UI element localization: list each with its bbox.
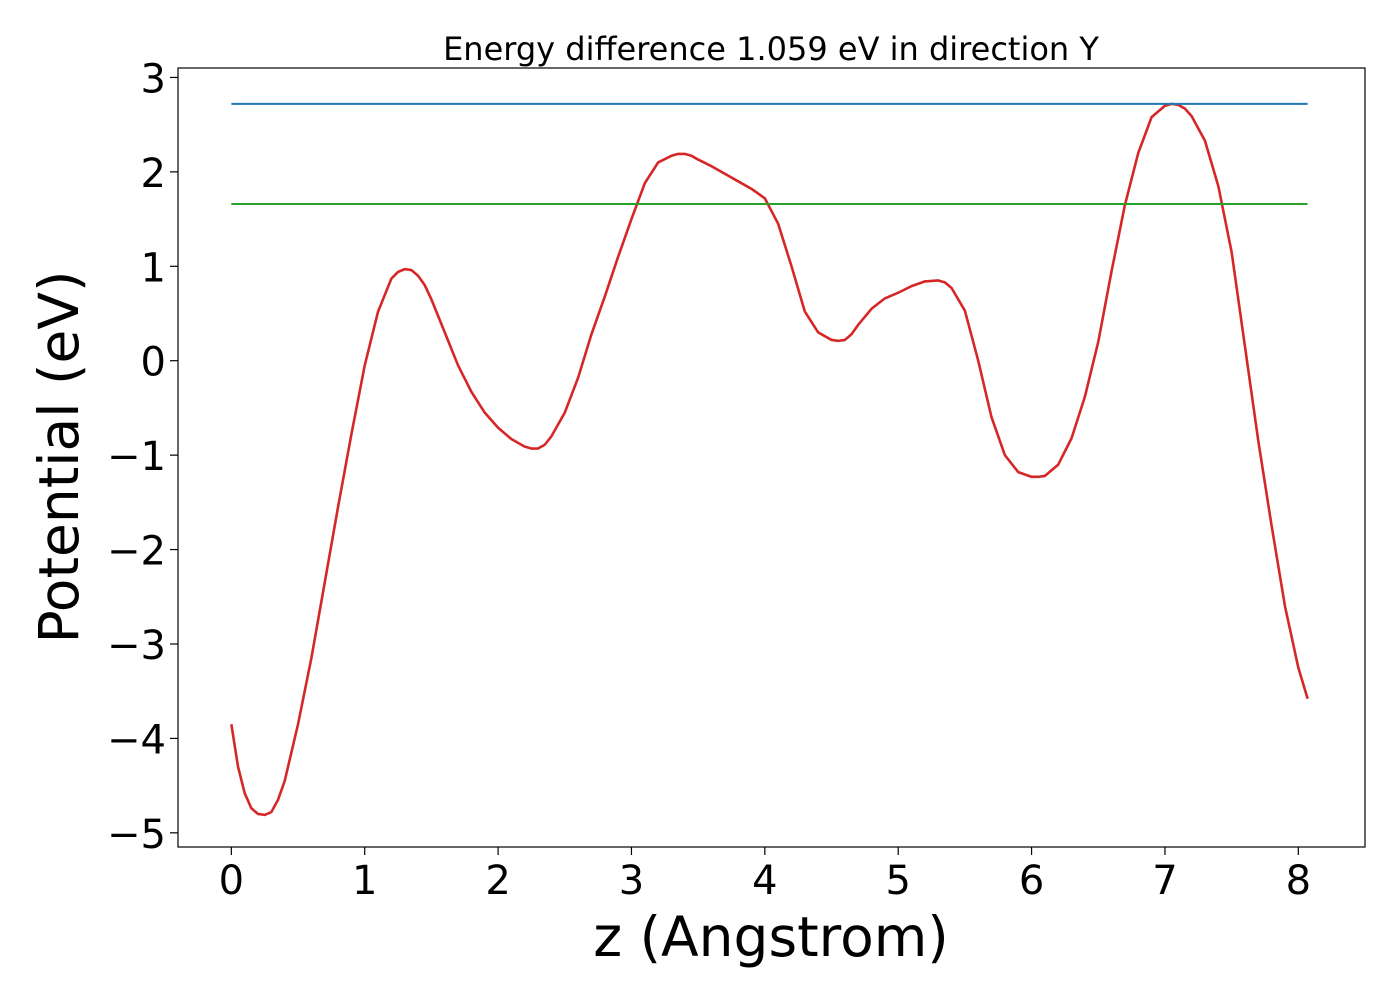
y-tick-label: −2 — [107, 529, 166, 575]
x-axis-ticks: 0 1 2 3 4 5 6 7 8 — [219, 847, 1311, 904]
y-tick-label: 2 — [141, 151, 166, 197]
y-tick-label: 1 — [141, 245, 166, 291]
y-axis-ticks: −5 −4 −3 −2 −1 0 1 2 3 — [107, 56, 178, 858]
x-tick-label: 8 — [1286, 858, 1311, 904]
x-tick-label: 5 — [885, 858, 910, 904]
x-tick-label: 1 — [352, 858, 377, 904]
y-tick-label: 3 — [141, 56, 166, 102]
y-tick-label: −5 — [107, 812, 166, 858]
x-tick-label: 4 — [752, 858, 777, 904]
x-tick-label: 0 — [219, 858, 244, 904]
x-axis-title: z (Angstrom) — [593, 905, 949, 969]
y-tick-label: −4 — [107, 717, 166, 763]
y-tick-label: −1 — [107, 434, 166, 480]
series-layer — [230, 102, 1309, 817]
x-tick-label: 7 — [1152, 858, 1177, 904]
plot-area-frame — [177, 67, 1366, 848]
x-tick-label: 6 — [1019, 858, 1044, 904]
chart-title: Energy difference 1.059 eV in direction … — [443, 30, 1099, 68]
y-axis-title: Potential (eV) — [27, 271, 91, 644]
series-line-0 — [230, 102, 1309, 817]
x-tick-label: 3 — [619, 858, 644, 904]
y-tick-label: 0 — [141, 340, 166, 386]
x-tick-label: 2 — [485, 858, 510, 904]
y-tick-label: −3 — [107, 623, 166, 669]
